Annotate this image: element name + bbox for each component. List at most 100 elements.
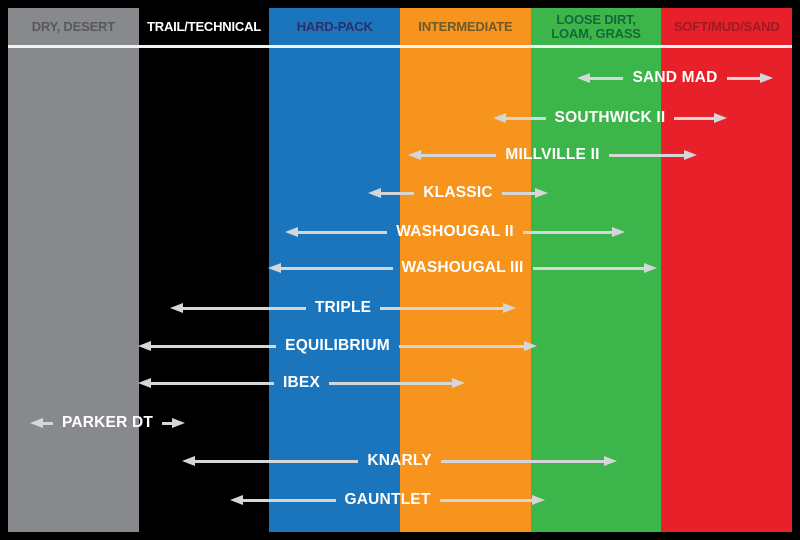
tire-label: PARKER DT <box>61 414 154 431</box>
arrow-left-icon <box>285 227 298 237</box>
arrow-left-icon <box>30 418 43 428</box>
arrow-line <box>281 266 393 270</box>
arrow-right-segment <box>380 303 517 313</box>
arrow-line <box>329 381 453 385</box>
arrow-line <box>298 230 388 234</box>
arrow-left-icon <box>268 263 281 273</box>
arrow-line <box>398 344 525 348</box>
tire-row-sand-mad: SAND MAD <box>577 67 773 89</box>
arrow-left-segment <box>493 113 546 123</box>
tire-row-millville-ii: MILLVILLE II <box>408 144 697 166</box>
arrow-line <box>439 498 533 502</box>
arrow-right-segment <box>398 341 538 351</box>
tire-rows: SAND MAD SOUTHWICK II MILLVILLE II KLASSIC W… <box>8 8 792 532</box>
tire-label: MILLVILLE II <box>505 146 600 163</box>
tire-row-equilibrium: EQUILIBRIUM <box>138 335 538 357</box>
terrain-column-loose-dirt-loam-grass: LOOSE DIRT, LOAM, GRASS <box>530 8 662 532</box>
terrain-header-label: INTERMEDIATE <box>418 18 513 34</box>
tire-row-klassic: KLASSIC <box>368 182 548 204</box>
terrain-column-dry-desert: DRY, DESERT <box>8 8 139 532</box>
arrow-right-icon <box>760 73 773 83</box>
tire-label: TRIPLE <box>314 299 372 316</box>
arrow-right-segment <box>501 188 548 198</box>
arrow-line <box>726 76 760 80</box>
arrow-left-icon <box>138 378 151 388</box>
arrow-right-segment <box>439 495 546 505</box>
arrow-left-segment <box>170 303 306 313</box>
arrow-left-segment <box>30 418 53 428</box>
arrow-right-icon <box>452 378 466 388</box>
arrow-right-segment <box>522 227 626 237</box>
tire-row-washougal-iii: WASHOUGAL III <box>268 257 658 279</box>
tire-label: KLASSIC <box>423 184 493 201</box>
arrow-left-icon <box>408 150 421 160</box>
header-divider-line <box>8 45 792 48</box>
arrow-left-segment <box>182 456 359 466</box>
arrow-left-icon <box>493 113 506 123</box>
terrain-column-intermediate: INTERMEDIATE <box>400 8 531 532</box>
arrow-left-icon <box>170 303 183 313</box>
arrow-left-icon <box>230 495 243 505</box>
chart-board: DRY, DESERT TRAIL/TECHNICAL HARD-PACK INTER… <box>8 8 793 532</box>
arrow-left-segment <box>577 73 624 83</box>
arrow-line <box>608 153 684 157</box>
arrow-right-segment <box>726 73 773 83</box>
arrow-line <box>440 459 605 463</box>
arrow-right-icon <box>524 341 538 351</box>
arrow-right-icon <box>714 113 727 123</box>
terrain-column-trail-technical: TRAIL/TECHNICAL <box>138 8 270 532</box>
arrow-left-segment <box>268 263 393 273</box>
arrow-right-segment <box>532 263 658 273</box>
tire-label: WASHOUGAL II <box>396 223 514 240</box>
arrow-right-segment <box>608 150 697 160</box>
arrow-left-icon <box>368 188 381 198</box>
arrow-line <box>381 191 415 195</box>
arrow-right-icon <box>172 418 186 428</box>
tire-row-gauntlet: GAUNTLET <box>230 489 546 511</box>
arrow-right-icon <box>503 303 517 313</box>
tire-label: SOUTHWICK II <box>554 109 666 126</box>
arrow-line <box>195 459 359 463</box>
arrow-right-segment <box>329 378 466 388</box>
terrain-header-label: DRY, DESERT <box>31 18 115 34</box>
arrow-line <box>506 116 546 120</box>
arrow-left-segment <box>138 341 277 351</box>
arrow-right-segment <box>674 113 727 123</box>
arrow-right-icon <box>612 227 626 237</box>
tire-row-washougal-ii: WASHOUGAL II <box>285 221 626 243</box>
arrow-line <box>151 381 275 385</box>
arrow-line <box>243 498 336 502</box>
tire-row-ibex: IBEX <box>138 372 466 394</box>
arrow-left-segment <box>408 150 497 160</box>
tire-label: KNARLY <box>367 452 432 469</box>
arrow-line <box>674 116 714 120</box>
arrow-line <box>501 191 535 195</box>
terrain-header-label: TRAIL/TECHNICAL <box>147 18 262 34</box>
tire-label: SAND MAD <box>632 69 718 86</box>
tire-label: IBEX <box>283 374 320 391</box>
terrain-column-hard-pack: HARD-PACK <box>269 8 401 532</box>
arrow-left-segment <box>138 378 275 388</box>
tire-row-parker-dt: PARKER DT <box>30 412 186 434</box>
arrow-line <box>183 306 306 310</box>
arrow-left-icon <box>577 73 590 83</box>
arrow-left-segment <box>230 495 336 505</box>
terrain-header-label: SOFT/MUD/SAND <box>673 18 780 34</box>
tire-label: EQUILIBRIUM <box>285 337 390 354</box>
terrain-columns: DRY, DESERT TRAIL/TECHNICAL HARD-PACK INTER… <box>8 8 793 532</box>
arrow-line <box>421 153 497 157</box>
arrow-right-segment <box>162 418 186 428</box>
arrow-left-icon <box>182 456 195 466</box>
tire-label: GAUNTLET <box>344 491 431 508</box>
terrain-header-label: HARD-PACK <box>296 18 373 34</box>
arrow-left-icon <box>138 341 151 351</box>
tire-row-southwick-ii: SOUTHWICK II <box>493 107 727 129</box>
arrow-right-icon <box>604 456 618 466</box>
tire-label: WASHOUGAL III <box>401 259 524 276</box>
arrow-line <box>43 421 53 425</box>
tire-row-knarly: KNARLY <box>182 450 618 472</box>
terrain-header-label: LOOSE DIRT, LOAM, GRASS <box>551 11 641 41</box>
arrow-line <box>380 306 504 310</box>
arrow-right-icon <box>535 188 548 198</box>
